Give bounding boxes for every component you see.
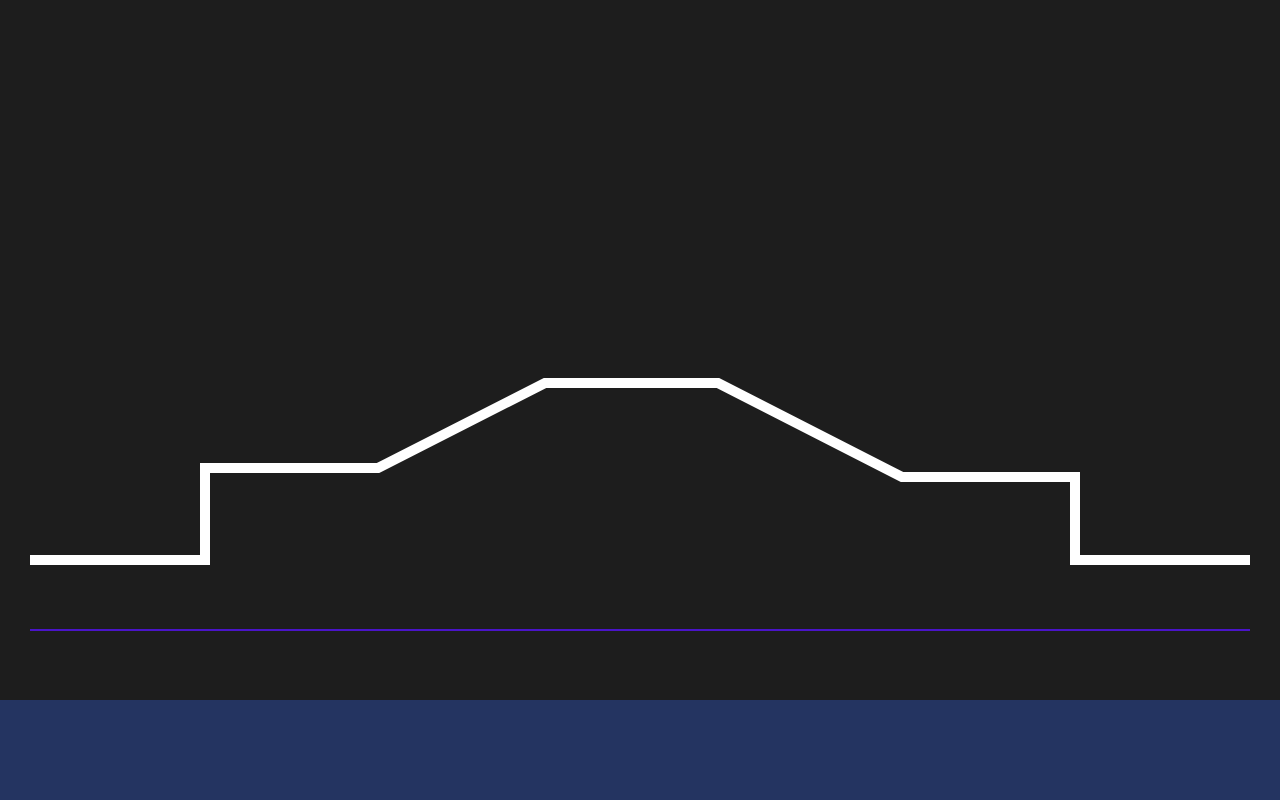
terrain-line xyxy=(30,378,1250,565)
bottom-panel xyxy=(0,700,1280,800)
game-canvas xyxy=(30,378,1250,631)
game-viewport[interactable] xyxy=(0,0,1280,700)
